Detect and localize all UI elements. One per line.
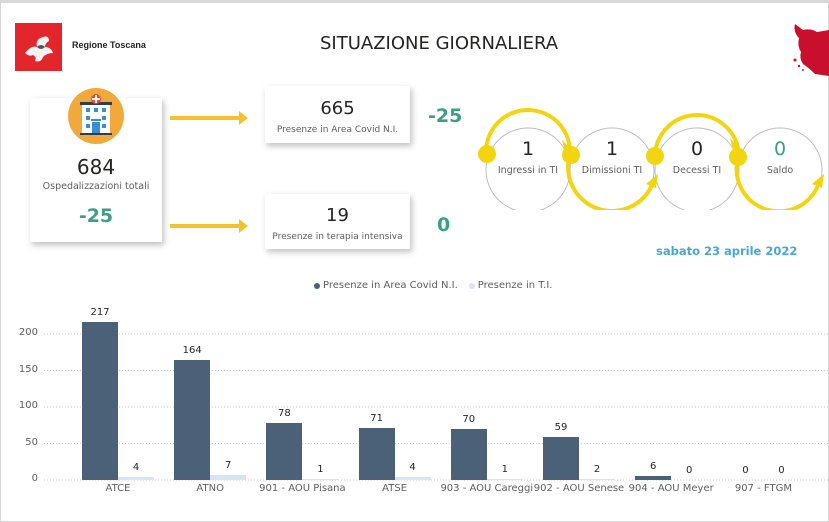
terapia-intensiva-delta: 0	[437, 214, 451, 236]
total-label: Ospedalizzazioni totali	[42, 181, 150, 192]
terapia-intensiva-label: Presenze in terapia intensiva	[272, 232, 403, 242]
bar-terapia-intensiva[interactable]	[302, 478, 339, 480]
regione-toscana-logo	[15, 23, 62, 71]
bar-value-label: 164	[182, 345, 202, 357]
bar-area-covid[interactable]	[174, 360, 211, 480]
bar-value-label: 6	[650, 460, 657, 472]
area-covid-delta: -25	[428, 105, 463, 127]
icu-flow-diagram	[470, 100, 829, 214]
bar-value-label: 4	[132, 462, 140, 474]
decessi-ti-label: Decessi TI	[672, 165, 722, 176]
bar-terapia-intensiva[interactable]	[394, 477, 431, 480]
bar-value-label: 0	[742, 465, 749, 476]
area-covid-card	[265, 86, 410, 143]
bar-value-label: 59	[554, 421, 568, 433]
area-covid-value: 665	[320, 98, 355, 119]
bar-value-label: 70	[462, 413, 476, 425]
bar-area-covid[interactable]	[266, 423, 303, 480]
bar-value-label: 0	[686, 465, 693, 476]
y-axis-tick: 200	[18, 327, 38, 338]
terapia-intensiva-value: 19	[326, 205, 349, 226]
total-delta: -25	[78, 205, 114, 227]
bar-terapia-intensiva[interactable]	[210, 474, 247, 480]
decessi-ti-value: 0	[690, 138, 704, 160]
chart-legend: Presenze in Area Covid N.I. Presenze in …	[314, 280, 552, 291]
ingressi-ti-label: Ingressi in TI	[497, 165, 559, 176]
bar-value-label: 78	[278, 408, 291, 420]
pegasus-icon	[25, 36, 53, 62]
y-axis-tick: 50	[25, 436, 38, 448]
x-axis-label: 901 - AOU Pisana	[259, 483, 346, 494]
y-axis-tick: 100	[18, 400, 38, 411]
bar-terapia-intensiva[interactable]	[579, 478, 615, 480]
tuscany-map-icon	[785, 20, 829, 76]
dimissioni-ti-label: Dimissioni TI	[581, 165, 643, 176]
bar-terapia-intensiva[interactable]	[486, 478, 523, 480]
legend-dot-dark-icon	[314, 282, 320, 289]
area-covid-label: Presenze in Area Covid N.I.	[276, 125, 399, 135]
bar-area-covid[interactable]	[82, 321, 118, 480]
x-axis-label: ATCE	[105, 483, 131, 494]
bar-terapia-intensiva[interactable]	[118, 477, 154, 480]
x-axis-label: 903 - AOU Careggi	[440, 483, 534, 494]
saldo-value: 0	[773, 138, 787, 160]
bar-value-label: 1	[501, 463, 508, 475]
bar-area-covid[interactable]	[543, 436, 579, 480]
bar-value-label: 71	[370, 413, 383, 425]
x-axis-label: ATSE	[382, 483, 408, 494]
report-date: sabato 23 aprile 2022	[656, 244, 798, 258]
bar-value-label: 1	[317, 463, 324, 475]
bar-value-label: 4	[409, 462, 416, 474]
bar-area-covid[interactable]	[635, 475, 672, 480]
saldo-label: Saldo	[766, 165, 794, 176]
bar-area-covid[interactable]	[450, 428, 487, 480]
bar-value-label: 0	[778, 465, 785, 476]
bar-chart: 0 50 100 150 200 217 4 ATCE 164 7 ATNO 78 1 901 - AOU…	[0, 300, 829, 500]
legend-item-area-covid[interactable]: Presenze in Area Covid N.I.	[323, 280, 458, 291]
x-axis-label: 907 - FTGM	[734, 483, 792, 494]
arrow-right-icon	[170, 111, 248, 125]
flow-circles-graphic	[478, 107, 824, 214]
legend-item-ti[interactable]: Presenze in T.I.	[477, 280, 553, 291]
y-axis-tick: 150	[18, 363, 38, 375]
page-title: SITUAZIONE GIORNALIERA	[320, 33, 559, 54]
bar-value-label: 217	[90, 306, 110, 318]
brand-name: Regione Toscana	[72, 40, 146, 50]
bar-area-covid[interactable]	[358, 428, 395, 480]
hospital-icon	[68, 88, 124, 144]
terapia-intensiva-card	[265, 194, 410, 249]
legend-dot-light-icon	[468, 282, 475, 289]
ingressi-ti-value: 1	[521, 138, 535, 160]
x-axis-label: 902 - AOU Senese	[533, 483, 625, 494]
dimissioni-ti-value: 1	[605, 138, 619, 160]
bar-value-label: 2	[593, 463, 601, 475]
bar-value-label: 7	[225, 459, 232, 471]
chart-gridlines	[44, 333, 829, 481]
x-axis-label: 904 - AOU Meyer	[628, 483, 714, 494]
total-value: 684	[76, 155, 116, 179]
arrow-right-icon	[170, 219, 248, 233]
y-axis-tick: 0	[31, 473, 38, 484]
x-axis-label: ATNO	[196, 483, 224, 494]
